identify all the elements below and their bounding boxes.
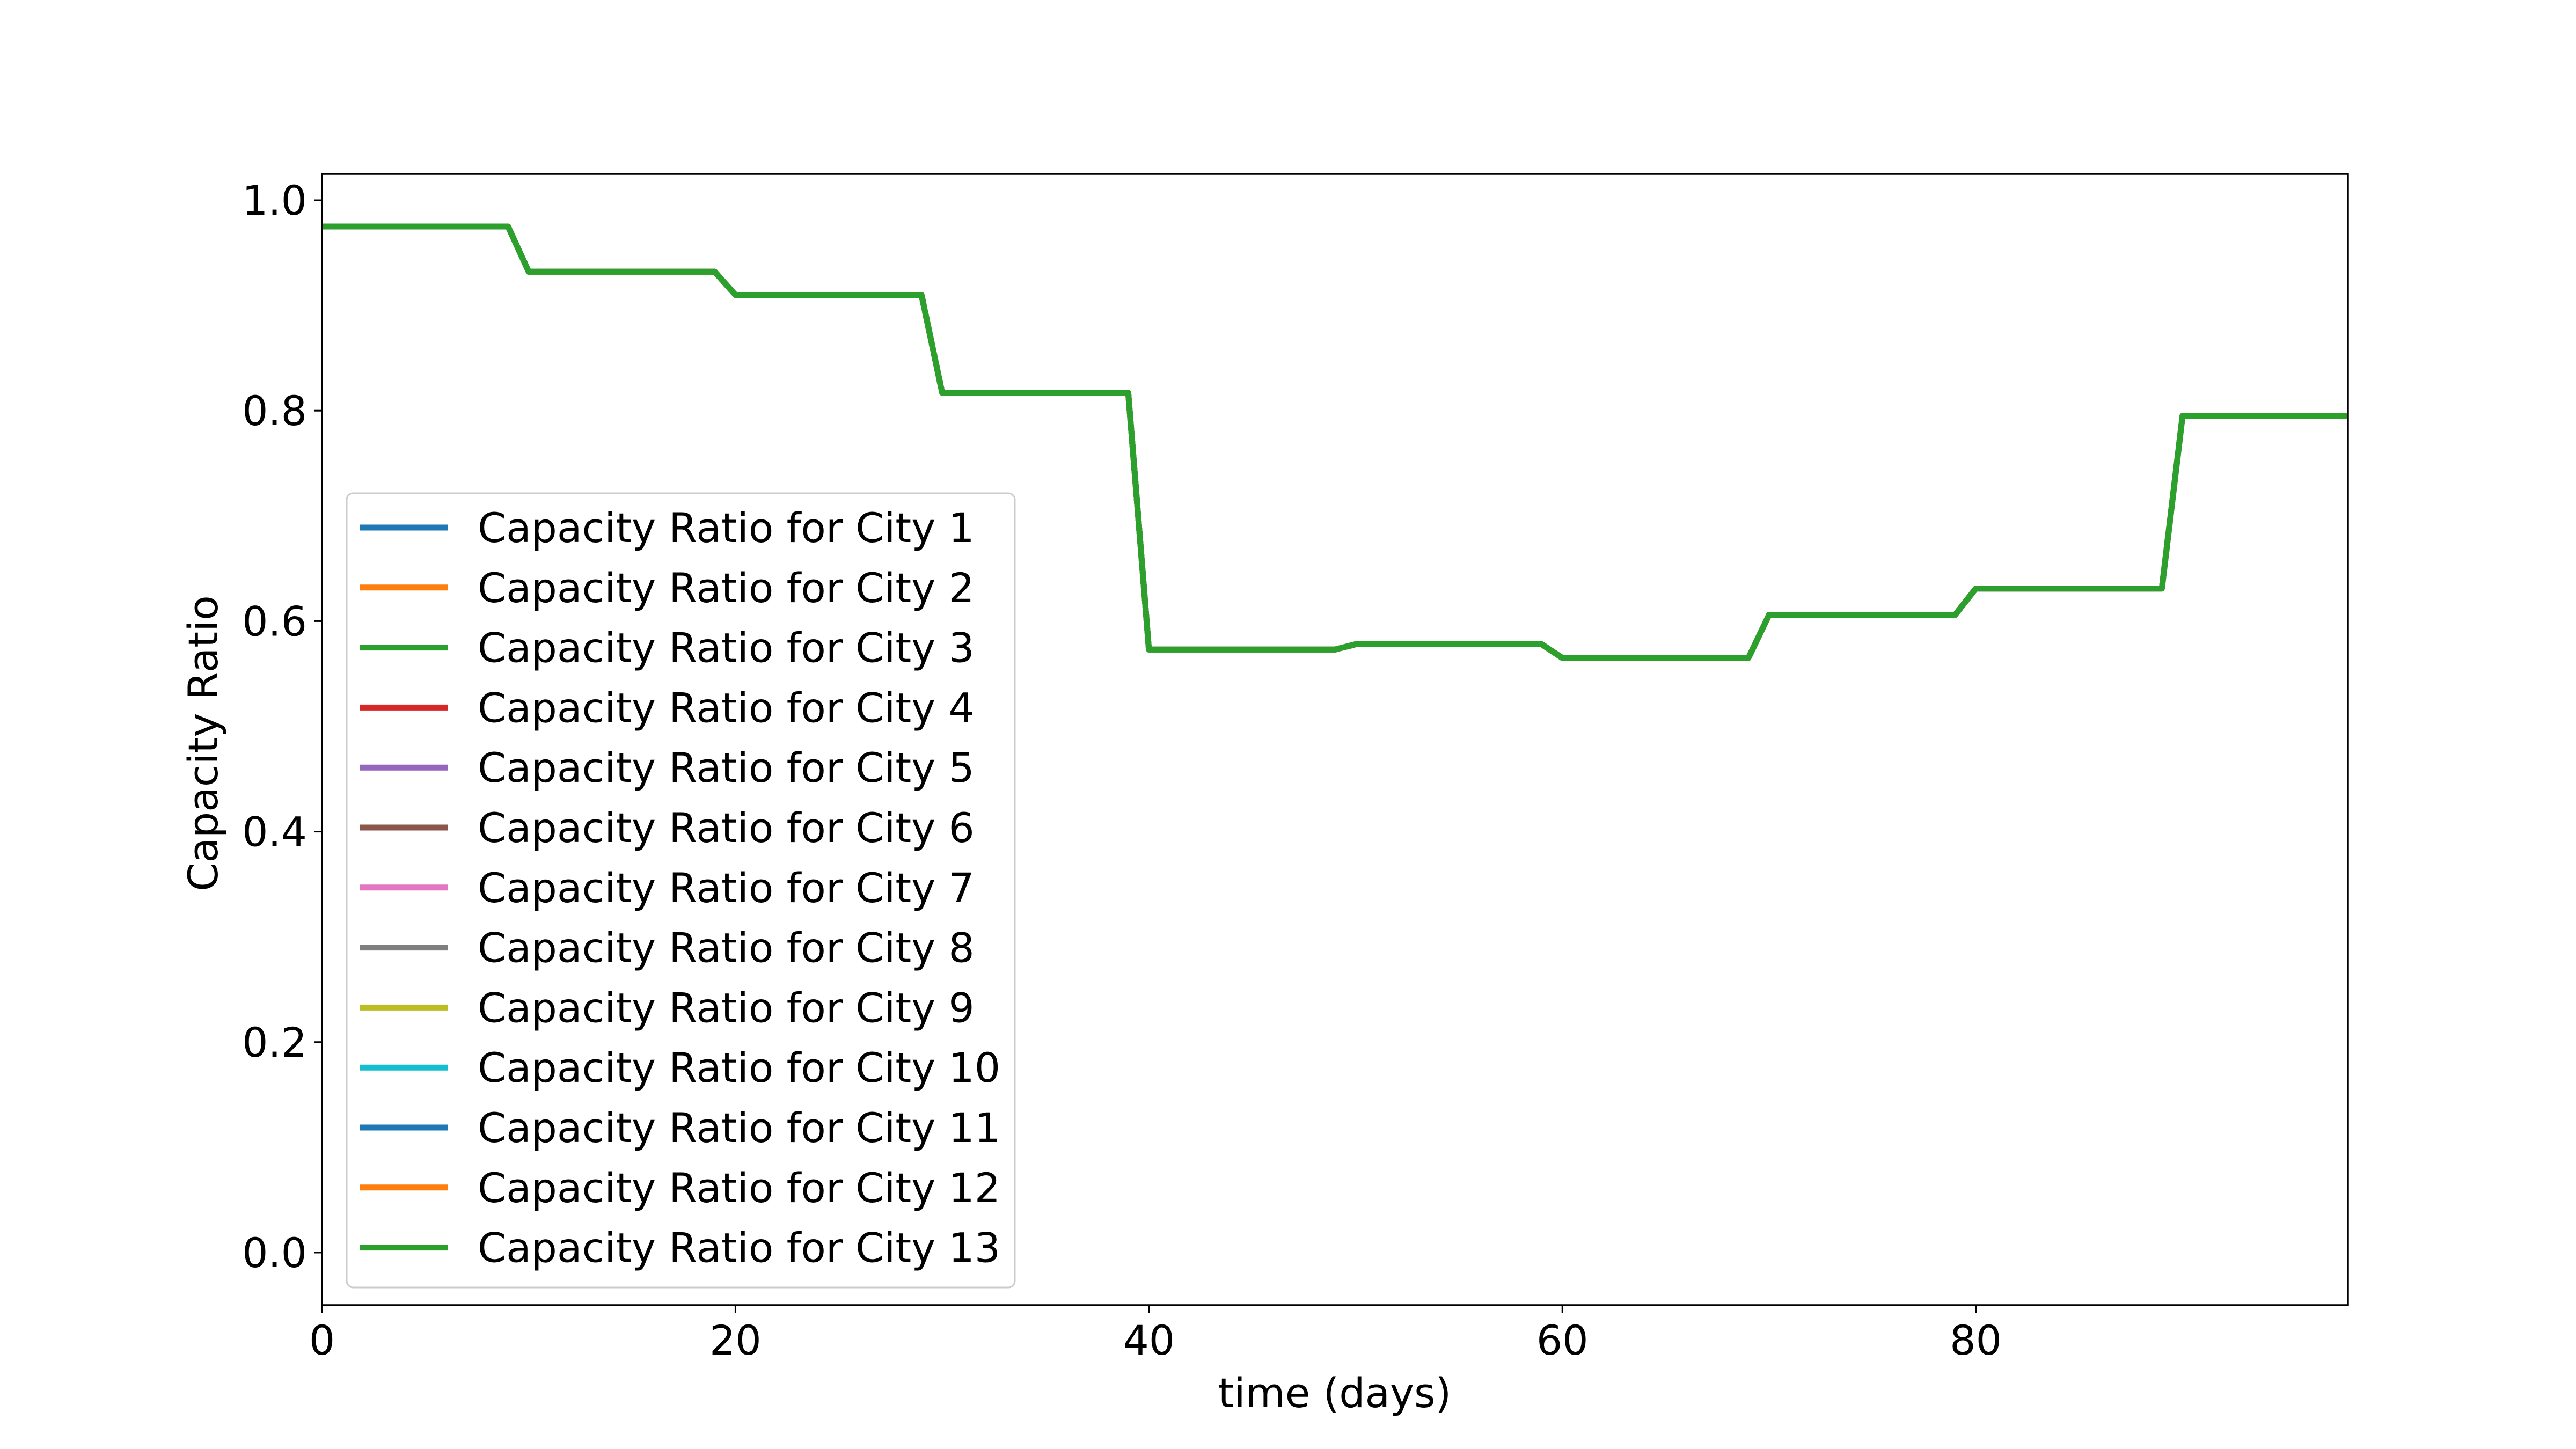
- legend-label: Capacity Ratio for City 13: [478, 1224, 1000, 1272]
- x-tick-label: 80: [1950, 1316, 2002, 1364]
- y-tick-label: 0.6: [242, 597, 307, 645]
- y-axis-label: Capacity Ratio: [179, 595, 227, 891]
- x-tick-label: 0: [309, 1316, 335, 1364]
- legend-label: Capacity Ratio for City 5: [478, 744, 975, 792]
- legend-entries: Capacity Ratio for City 1 Capacity Ratio …: [360, 504, 1000, 1272]
- y-tick-label: 0.0: [242, 1229, 307, 1277]
- legend-label: Capacity Ratio for City 7: [478, 864, 975, 912]
- x-axis-ticks: 0 20 40 60 80: [309, 1305, 2002, 1364]
- legend-label: Capacity Ratio for City 1: [478, 504, 975, 552]
- plot-frame: [321, 173, 2349, 1306]
- x-tick-label: 20: [709, 1316, 762, 1364]
- y-tick-label: 0.2: [242, 1019, 307, 1066]
- y-tick-label: 0.4: [242, 808, 307, 856]
- legend-label: Capacity Ratio for City 2: [478, 564, 975, 612]
- legend-label: Capacity Ratio for City 11: [478, 1104, 1000, 1152]
- legend-label: Capacity Ratio for City 3: [478, 624, 975, 672]
- legend-label: Capacity Ratio for City 12: [478, 1164, 1000, 1212]
- legend-label: Capacity Ratio for City 9: [478, 984, 975, 1031]
- x-tick-label: 60: [1536, 1316, 1589, 1364]
- series-layer: [322, 223, 2348, 661]
- x-tick-label: 40: [1123, 1316, 1175, 1364]
- legend-label: Capacity Ratio for City 4: [478, 684, 975, 731]
- legend-label: Capacity Ratio for City 6: [478, 804, 975, 852]
- x-axis-label: time (days): [1218, 1369, 1452, 1417]
- y-tick-label: 1.0: [242, 177, 307, 224]
- legend-box: [346, 492, 1016, 1289]
- series-line-city-13: [322, 223, 2348, 661]
- legend-label: Capacity Ratio for City 10: [478, 1044, 1000, 1092]
- y-tick-label: 0.8: [242, 387, 307, 435]
- legend-label: Capacity Ratio for City 8: [478, 924, 975, 972]
- legend: Capacity Ratio for City 1 Capacity Ratio …: [346, 492, 1016, 1289]
- y-axis-ticks: 0.0 0.2 0.4 0.6 0.8 1.0: [242, 177, 322, 1277]
